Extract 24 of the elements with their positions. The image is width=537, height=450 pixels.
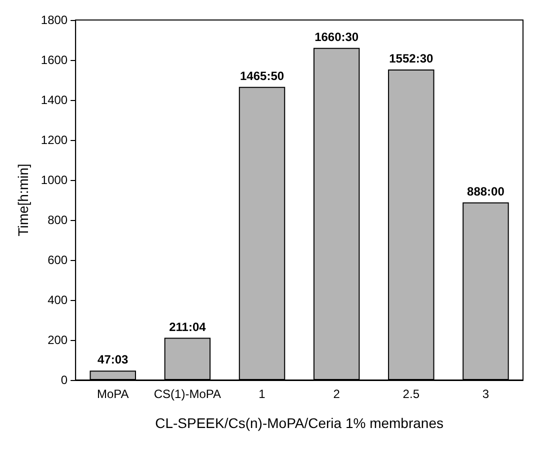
x-tick-label: CS(1)-MoPA (154, 387, 222, 401)
x-tick-label: 1 (258, 387, 266, 401)
y-tick-label: 0 (60, 373, 68, 387)
x-tick-label: 2 (333, 387, 340, 401)
y-tick-label: 800 (48, 213, 68, 227)
y-tick-label: 200 (48, 333, 68, 347)
y-tick-label: 1400 (40, 93, 68, 107)
y-axis-title: Time[h:min] (15, 164, 31, 236)
data-label: 1660:30 (314, 30, 359, 44)
data-label: 1465:50 (240, 68, 284, 83)
data-label: 211:04 (169, 320, 206, 334)
x-tick-label: 2.5 (402, 387, 420, 401)
y-tick-label: 1800 (40, 13, 68, 27)
y-tick-label: 1600 (40, 53, 68, 67)
data-label: 47:03 (98, 352, 129, 367)
data-label: 888:00 (467, 184, 505, 198)
x-tick-label: 3 (482, 387, 490, 401)
y-tick-label: 400 (48, 293, 68, 307)
x-tick-label: MoPA (96, 387, 129, 401)
y-tick-label: 1000 (40, 173, 68, 187)
y-tick-label: 600 (48, 253, 68, 267)
x-axis-title: CL-SPEEK/Cs(n)-MoPA/Ceria 1% membranes (155, 415, 444, 431)
y-tick-label: 1200 (40, 133, 68, 147)
data-label: 1552:30 (389, 52, 434, 66)
